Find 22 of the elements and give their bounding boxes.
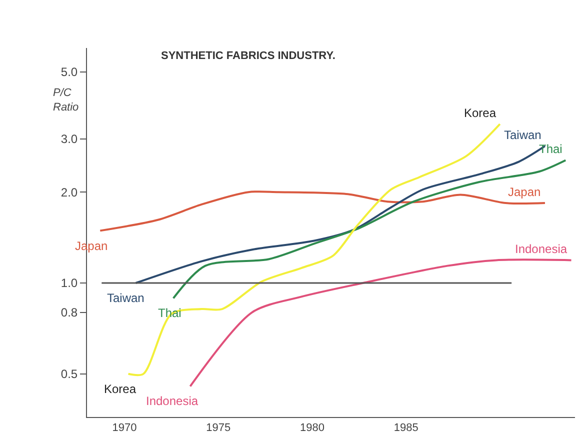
line-series — [189, 258, 572, 388]
y-tick-label: 0.5 — [60, 367, 78, 382]
series-label: Taiwan — [504, 128, 542, 142]
y-tick-label: 3.0 — [60, 132, 78, 146]
text: Taiwan — [107, 291, 144, 305]
y-tick-label: 1.0 — [60, 276, 78, 290]
text: Indonesia — [146, 394, 198, 408]
text: Korea — [104, 382, 136, 396]
series-label: Japan — [508, 185, 541, 199]
y-tick-label: 0.8 — [60, 305, 78, 320]
y-tick-label: 2.0 — [60, 185, 78, 200]
series-label: Indonesia — [515, 242, 568, 256]
chart-title: SYNTHETIC FABRICS INDUSTRY. — [161, 50, 336, 62]
series-label: Korea — [464, 106, 496, 120]
x-tick-label: 1985 — [394, 422, 418, 434]
line-series — [172, 159, 567, 300]
x-tick-label: 1970 — [112, 422, 137, 434]
y-axis-title: P/C Ratio — [53, 87, 79, 114]
x-tick-label: 1975 — [206, 422, 231, 434]
series-label: Thai — [539, 142, 562, 156]
y-tick-label: 5.0 — [60, 65, 78, 80]
x-tick-label: 1980 — [300, 422, 324, 434]
